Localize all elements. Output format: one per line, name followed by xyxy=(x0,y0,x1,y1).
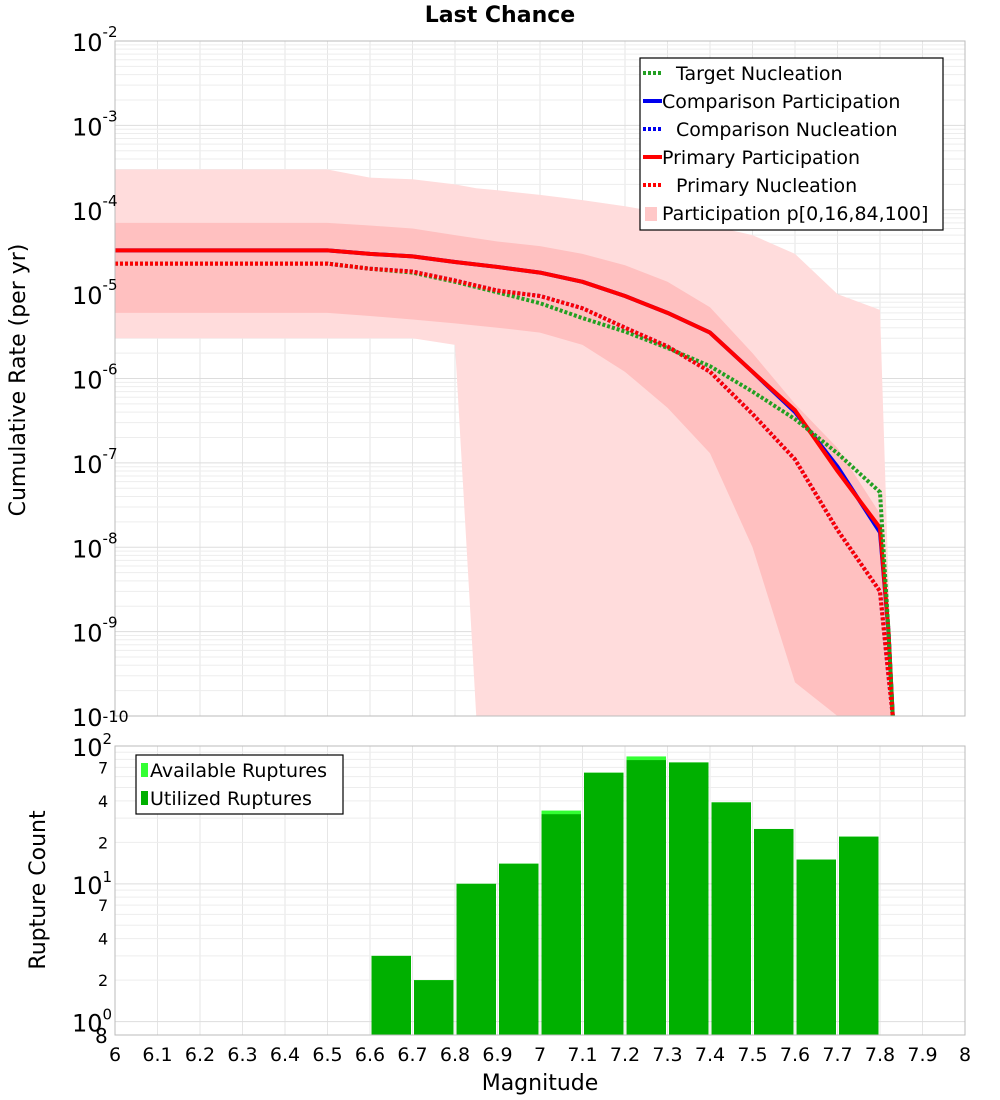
legend-label: Participation p[0,16,84,100] xyxy=(662,203,928,225)
legend-swatch xyxy=(141,763,148,777)
rate-panel: 10-2 10-3 10-4 10-5 10-6 10-7 10-8 10-9 10-10 Cu… xyxy=(6,23,966,732)
legend-label: Target Nucleation xyxy=(675,63,843,85)
count-y-tick-label: 7 xyxy=(98,896,108,915)
bar-utilized-ruptures xyxy=(456,883,496,1035)
rate-y-tick-label: 10-6 xyxy=(72,361,118,395)
count-bars xyxy=(371,756,879,1035)
bar-utilized-ruptures xyxy=(796,859,836,1035)
band-p16-p84 xyxy=(115,222,893,716)
rate-y-tick-label: 10-9 xyxy=(72,614,118,648)
chart-title: Last Chance xyxy=(425,3,575,28)
x-tick-label: 7.8 xyxy=(865,1044,895,1066)
x-tick-label: 6.2 xyxy=(185,1044,215,1066)
rate-bands xyxy=(115,169,893,716)
bar-utilized-ruptures xyxy=(584,772,624,1035)
legend-label: Utilized Ruptures xyxy=(150,788,312,810)
x-tick-label: 7.1 xyxy=(567,1044,597,1066)
x-tick-label: 6.6 xyxy=(355,1044,385,1066)
x-tick-label: 6.9 xyxy=(482,1044,512,1066)
count-y-tick-label: 8 xyxy=(95,1024,108,1048)
rate-y-tick-label: 10-8 xyxy=(72,529,118,563)
x-tick-label: 6.1 xyxy=(142,1044,172,1066)
rate-y-tick-label: 10-3 xyxy=(72,107,118,141)
bar-utilized-ruptures xyxy=(839,836,879,1035)
x-tick-label: 7.3 xyxy=(652,1044,682,1066)
x-tick-label: 6.3 xyxy=(227,1044,257,1066)
bar-utilized-ruptures xyxy=(711,802,751,1035)
x-tick-label: 7.9 xyxy=(907,1044,937,1066)
rate-y-axis-label: Cumulative Rate (per yr) xyxy=(6,244,31,517)
bar-utilized-ruptures xyxy=(499,863,539,1035)
x-tick-label: 6.4 xyxy=(270,1044,300,1066)
legend-swatch xyxy=(141,791,148,805)
legend-label: Comparison Participation xyxy=(662,91,900,113)
x-axis-label: Magnitude xyxy=(482,1071,599,1096)
bar-utilized-ruptures xyxy=(754,828,794,1035)
bar-utilized-ruptures xyxy=(541,814,581,1035)
x-tick-label: 6 xyxy=(109,1044,121,1066)
count-legend: Available Ruptures Utilized Ruptures xyxy=(135,754,344,815)
bar-utilized-ruptures xyxy=(626,760,666,1035)
x-tick-label: 7.4 xyxy=(695,1044,725,1066)
count-y-tick-label: 101 xyxy=(72,868,112,900)
rate-y-tick-label: 10-2 xyxy=(72,23,118,57)
legend-swatch xyxy=(645,207,657,221)
count-y-tick-label: 4 xyxy=(98,792,108,811)
rate-y-ticks: 10-2 10-3 10-4 10-5 10-6 10-7 10-8 10-9 10-10 xyxy=(72,23,129,732)
count-y-tick-label: 4 xyxy=(98,930,108,949)
x-tick-label: 7.7 xyxy=(822,1044,852,1066)
count-y-tick-label: 7 xyxy=(98,758,108,777)
count-y-tick-label: 100 xyxy=(72,1006,112,1038)
rate-y-tick-label: 10-4 xyxy=(72,192,118,226)
x-tick-label: 6.5 xyxy=(312,1044,342,1066)
rate-y-tick-label: 10-5 xyxy=(72,276,118,310)
count-y-axis-label: Rupture Count xyxy=(26,810,51,970)
count-legend-box xyxy=(135,754,344,815)
count-y-tick-label: 2 xyxy=(98,971,108,990)
rate-y-tick-label: 10-10 xyxy=(72,704,129,732)
rate-lines xyxy=(115,248,895,716)
rate-legend: Target Nucleation Comparison Participatio… xyxy=(639,57,944,231)
x-tick-label: 7 xyxy=(534,1044,546,1066)
legend-label: Primary Participation xyxy=(662,147,860,169)
count-plot-frame xyxy=(114,745,966,1036)
x-tick-label: 8 xyxy=(959,1044,971,1066)
rate-plot-frame xyxy=(114,40,966,717)
rate-legend-box xyxy=(639,57,944,231)
legend-label: Comparison Nucleation xyxy=(676,119,898,141)
x-tick-label: 6.7 xyxy=(397,1044,427,1066)
x-tick-label: 7.6 xyxy=(780,1044,810,1066)
legend-label: Available Ruptures xyxy=(150,760,327,782)
x-tick-label: 7.5 xyxy=(737,1044,767,1066)
count-y-tick-label: 102 xyxy=(72,730,112,762)
rate-y-tick-label: 10-7 xyxy=(72,445,118,479)
legend-label: Primary Nucleation xyxy=(676,175,857,197)
bar-utilized-ruptures xyxy=(371,955,411,1035)
series-primary-participation xyxy=(115,248,895,716)
bar-utilized-ruptures xyxy=(414,980,454,1035)
bar-utilized-ruptures xyxy=(669,762,709,1035)
x-tick-label: 6.8 xyxy=(440,1044,470,1066)
count-x-ticks: 6 6.1 6.2 6.3 6.4 6.5 6.6 6.7 6.8 6.9 7 7.1 7.2 7.3 7.… xyxy=(109,1044,971,1066)
count-y-tick-label: 2 xyxy=(98,833,108,852)
x-tick-label: 7.2 xyxy=(610,1044,640,1066)
